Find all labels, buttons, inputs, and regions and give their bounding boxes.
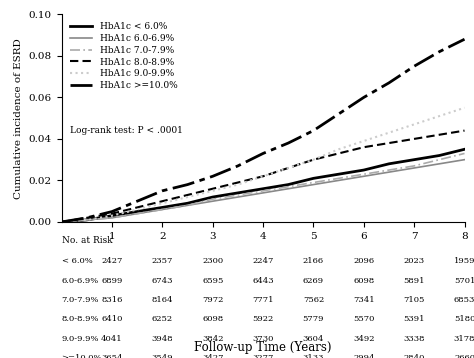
Text: 3492: 3492 (353, 335, 374, 343)
Text: 6899: 6899 (101, 277, 123, 285)
Text: 6269: 6269 (303, 277, 324, 285)
Text: 5779: 5779 (303, 315, 324, 324)
Text: 5701: 5701 (454, 277, 474, 285)
Text: 2166: 2166 (303, 257, 324, 266)
Text: 6743: 6743 (152, 277, 173, 285)
Text: 3178: 3178 (454, 335, 474, 343)
Text: 2247: 2247 (252, 257, 274, 266)
Text: 7341: 7341 (353, 296, 374, 304)
Text: No. at Risk: No. at Risk (62, 236, 112, 245)
Text: 7771: 7771 (252, 296, 274, 304)
Text: 6595: 6595 (202, 277, 223, 285)
Text: 6098: 6098 (202, 315, 223, 324)
Text: 3133: 3133 (303, 354, 324, 358)
Text: 8164: 8164 (152, 296, 173, 304)
Text: 3277: 3277 (252, 354, 274, 358)
Text: 7105: 7105 (403, 296, 425, 304)
Text: 3427: 3427 (202, 354, 223, 358)
Text: 6443: 6443 (252, 277, 274, 285)
Text: 5570: 5570 (353, 315, 374, 324)
Text: 7972: 7972 (202, 296, 223, 304)
Text: 2994: 2994 (353, 354, 374, 358)
Text: 3730: 3730 (252, 335, 274, 343)
Text: 6098: 6098 (353, 277, 374, 285)
Text: 2840: 2840 (403, 354, 425, 358)
Text: 8316: 8316 (101, 296, 123, 304)
Text: 9.0-9.9%: 9.0-9.9% (62, 335, 99, 343)
Text: 2427: 2427 (101, 257, 123, 266)
Legend: HbA1c < 6.0%, HbA1c 6.0-6.9%, HbA1c 7.0-7.9%, HbA1c 8.0-8.9%, HbA1c 9.0-9.9%, Hb: HbA1c < 6.0%, HbA1c 6.0-6.9%, HbA1c 7.0-… (66, 19, 181, 93)
Text: 3604: 3604 (303, 335, 324, 343)
Text: 5180: 5180 (454, 315, 474, 324)
Text: < 6.0%: < 6.0% (62, 257, 92, 266)
Text: Log-rank test: P < .0001: Log-rank test: P < .0001 (70, 126, 182, 135)
Text: 6410: 6410 (101, 315, 123, 324)
Text: 2660: 2660 (454, 354, 474, 358)
Text: 3948: 3948 (152, 335, 173, 343)
Text: 5891: 5891 (403, 277, 425, 285)
Text: >=10.0%: >=10.0% (62, 354, 102, 358)
Text: 2357: 2357 (152, 257, 173, 266)
Text: 5391: 5391 (403, 315, 425, 324)
Text: 3549: 3549 (152, 354, 173, 358)
Text: 6853: 6853 (454, 296, 474, 304)
Text: 1959: 1959 (454, 257, 474, 266)
Text: 3338: 3338 (403, 335, 425, 343)
Text: 4041: 4041 (101, 335, 123, 343)
Text: 7562: 7562 (303, 296, 324, 304)
Text: 6252: 6252 (152, 315, 173, 324)
Text: 2300: 2300 (202, 257, 223, 266)
Text: 5922: 5922 (253, 315, 273, 324)
Y-axis label: Cumulative incidence of ESRD: Cumulative incidence of ESRD (14, 38, 23, 199)
Text: Follow-up Time (Years): Follow-up Time (Years) (194, 342, 332, 354)
Text: 8.0-8.9%: 8.0-8.9% (62, 315, 99, 324)
Text: 7.0-7.9%: 7.0-7.9% (62, 296, 99, 304)
Text: 2023: 2023 (403, 257, 425, 266)
Text: 2096: 2096 (353, 257, 374, 266)
Text: 6.0-6.9%: 6.0-6.9% (62, 277, 99, 285)
Text: 3842: 3842 (202, 335, 223, 343)
Text: 3654: 3654 (101, 354, 123, 358)
